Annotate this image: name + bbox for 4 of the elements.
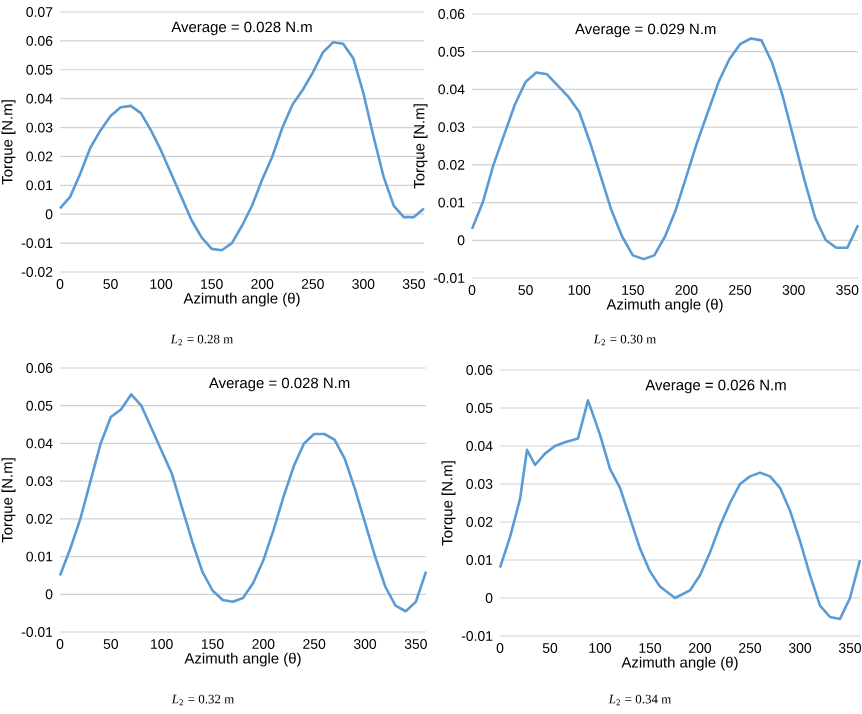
line-series [58,41,426,252]
line-series [498,399,862,621]
line-series [58,393,428,613]
line-series [470,37,860,261]
